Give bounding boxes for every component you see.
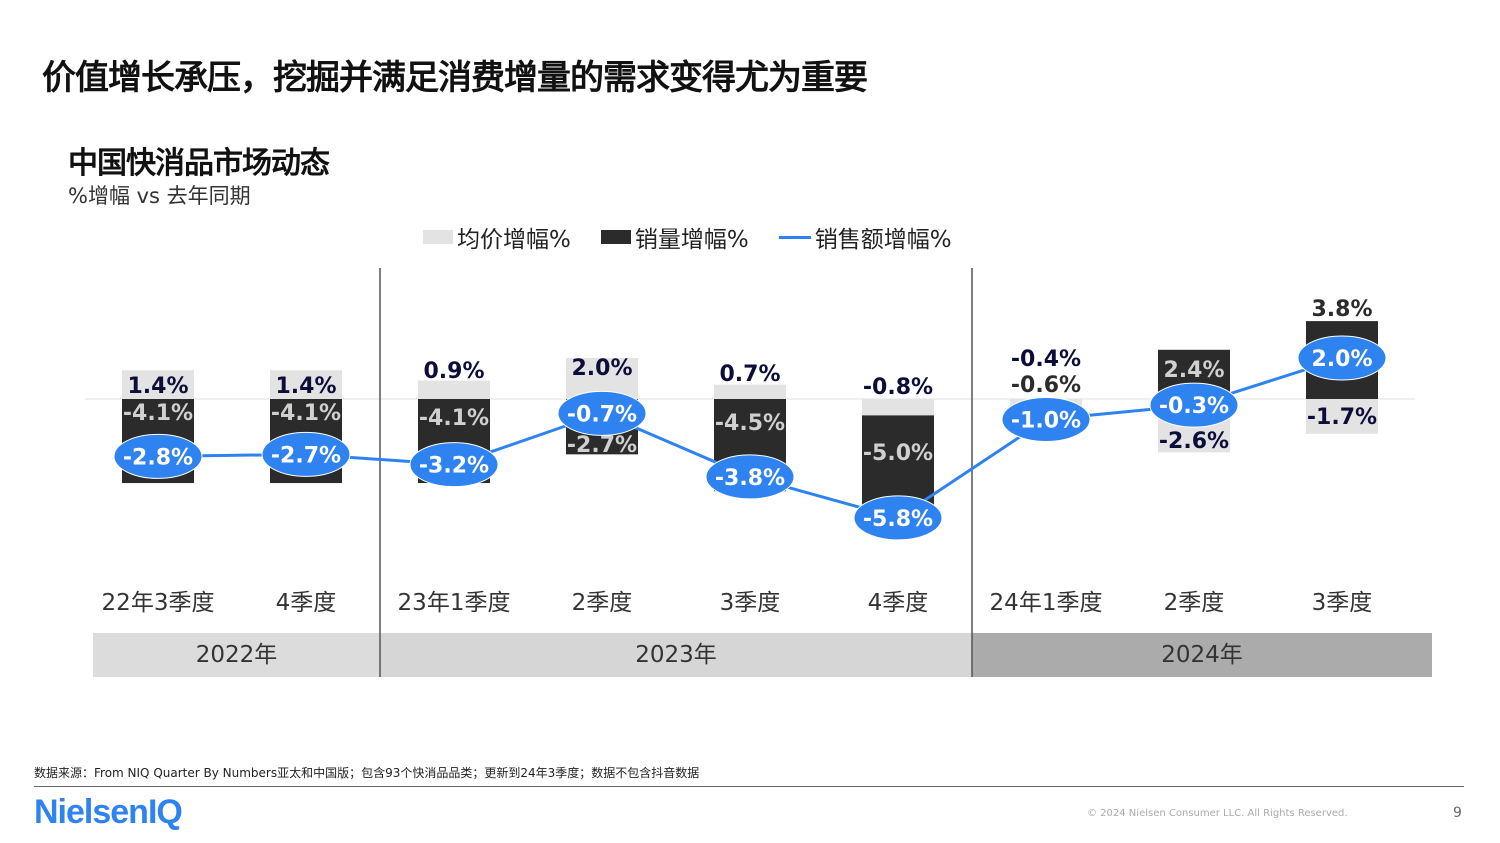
data-label-value: -0.7%: [567, 402, 637, 427]
data-label-price: -1.7%: [1307, 405, 1377, 430]
legend-item-volume: 销量增幅%: [600, 220, 749, 254]
data-label-price: 0.7%: [719, 362, 780, 387]
bar-price: [418, 380, 490, 399]
data-label-value: -1.0%: [1011, 409, 1081, 434]
data-label-value: -2.7%: [271, 443, 341, 468]
legend-label-price: 均价增幅%: [457, 227, 571, 253]
line-marker: [705, 454, 795, 500]
line-marker: [557, 390, 647, 436]
line-marker: [409, 442, 499, 488]
legend-label-volume: 销量增幅%: [634, 227, 749, 253]
data-label-volume: -5.0%: [863, 441, 933, 466]
data-label-price: 1.4%: [275, 374, 336, 399]
data-label-value: -2.8%: [123, 445, 193, 470]
legend-swatch-value: [778, 235, 811, 239]
line-marker: [261, 431, 351, 477]
line-marker: [1149, 382, 1239, 428]
category-label: 2季度: [1164, 590, 1225, 616]
line-marker: [1297, 335, 1387, 381]
chart-subtitle: %增幅 vs 去年同期: [68, 184, 251, 208]
legend: 均价增幅% 销量增幅% 销售额增幅%: [423, 220, 982, 254]
bar-price: [862, 399, 934, 416]
category-label: 24年1季度: [990, 590, 1103, 616]
data-label-volume: -2.7%: [567, 433, 637, 458]
data-label-price: -0.4%: [1011, 347, 1081, 372]
line-marker: [1001, 397, 1091, 442]
year-label: 2022年: [196, 642, 278, 668]
bar-price: [122, 370, 194, 399]
data-label-price: 0.9%: [423, 359, 484, 384]
data-label-volume: -4.1%: [419, 406, 489, 431]
data-label-value: 2.0%: [1311, 347, 1372, 372]
bar-price: [714, 384, 786, 399]
bar-price: [1306, 399, 1378, 434]
footer-divider: [34, 786, 1464, 787]
legend-item-value: 销售额增幅%: [778, 220, 952, 254]
data-label-price: -0.8%: [863, 375, 933, 400]
data-label-volume: -4.5%: [715, 411, 785, 436]
data-label-value: -3.8%: [715, 466, 785, 491]
data-label-value: -5.8%: [863, 507, 933, 532]
page-number: 9: [1453, 805, 1462, 821]
nielseniq-logo: NielsenIQ: [34, 793, 183, 831]
year-band: [93, 633, 380, 677]
bar-price: [270, 370, 342, 399]
line-marker: [853, 495, 943, 541]
data-label-value: -0.3%: [1159, 394, 1229, 419]
year-band: [972, 633, 1432, 677]
legend-item-price: 均价增幅%: [423, 220, 571, 254]
data-label-volume: -0.6%: [1011, 373, 1081, 398]
category-label: 3季度: [720, 590, 781, 616]
data-label-volume: -4.1%: [271, 401, 341, 426]
category-label: 2季度: [572, 590, 633, 616]
data-label-price: 1.4%: [127, 374, 188, 399]
category-label: 22年3季度: [102, 590, 215, 616]
slide-title: 价值增长承压，挖掘并满足消费增量的需求变得尤为重要: [42, 58, 868, 98]
data-label-price: -2.6%: [1159, 429, 1229, 454]
category-label: 3季度: [1312, 590, 1373, 616]
year-label: 2023年: [635, 642, 717, 668]
copyright: © 2024 Nielsen Consumer LLC. All Rights …: [1087, 808, 1348, 819]
legend-swatch-price: [423, 230, 453, 244]
year-label: 2024年: [1161, 642, 1243, 668]
year-band: [380, 633, 972, 677]
category-label: 23年1季度: [398, 590, 511, 616]
data-label-price: 2.0%: [571, 356, 632, 381]
legend-swatch-volume: [600, 230, 631, 244]
category-label: 4季度: [276, 590, 337, 616]
line-marker: [113, 433, 203, 479]
data-label-volume: 3.8%: [1311, 297, 1372, 322]
data-label-value: -3.2%: [419, 454, 489, 479]
category-label: 4季度: [868, 590, 929, 616]
legend-label-value: 销售额增幅%: [814, 227, 952, 253]
chart-title: 中国快消品市场动态: [68, 146, 330, 181]
source-note: 数据来源：From NIQ Quarter By Numbers亚太和中国版；包…: [34, 766, 700, 780]
data-label-volume: 2.4%: [1163, 358, 1224, 383]
data-label-volume: -4.1%: [123, 401, 193, 426]
